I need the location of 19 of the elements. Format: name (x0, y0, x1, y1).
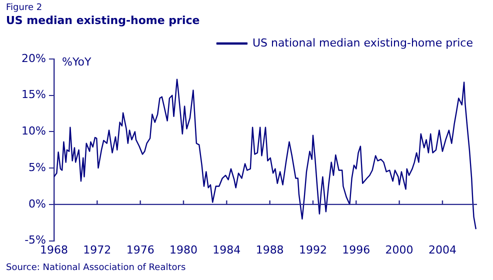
y-tick-label: 15% (22, 88, 46, 102)
y-axis-title: %YoY (62, 55, 92, 68)
x-tick-label: 1980 (169, 243, 198, 256)
x-tick-label: 1972 (83, 243, 112, 256)
x-tick-label: 1976 (126, 243, 154, 256)
x-tick-label: 1984 (212, 243, 241, 256)
x-tick-label: 1988 (256, 243, 284, 256)
source-note: Source: National Association of Realtors (6, 263, 186, 273)
chart-subtitle: Figure 2 (6, 3, 42, 13)
y-tick-label: 10% (22, 124, 46, 138)
y-tick-label: 20% (22, 52, 46, 65)
x-tick-label: 2004 (428, 243, 456, 256)
x-tick-label: 1992 (298, 243, 327, 256)
x-tick-label: 1996 (342, 243, 370, 256)
y-tick-label: 5% (28, 160, 46, 174)
chart-title: US median existing-home price (6, 14, 200, 27)
x-tick-label: 2000 (385, 243, 414, 256)
legend-label: US national median existing-home price (252, 36, 474, 50)
y-tick-label: 0% (28, 197, 46, 210)
